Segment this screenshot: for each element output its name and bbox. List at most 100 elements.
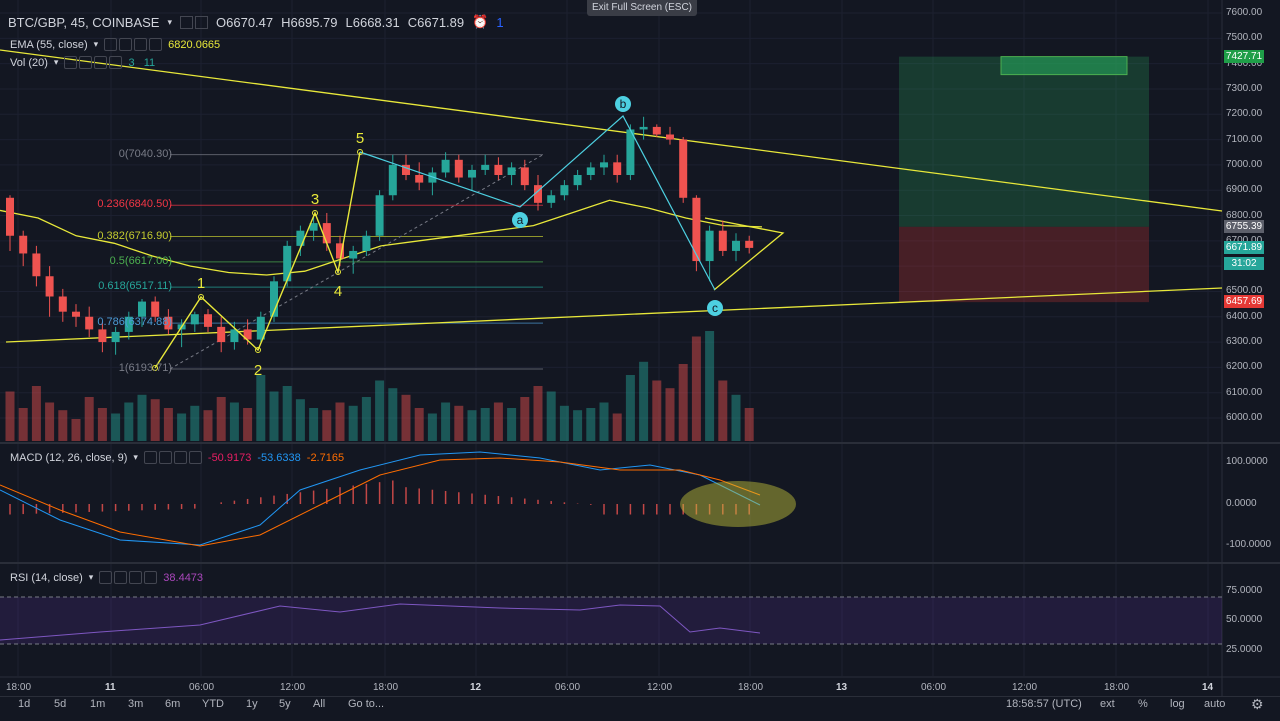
chevron-down-icon[interactable]: ▾ xyxy=(93,39,99,49)
time-tick: 06:00 xyxy=(921,682,947,693)
price-tick: 7500.00 xyxy=(1226,32,1263,44)
percent-toggle[interactable]: % xyxy=(1138,698,1148,710)
wave-label: c xyxy=(712,301,718,315)
close-icon[interactable] xyxy=(173,451,187,464)
settings-icon[interactable] xyxy=(114,571,128,584)
candle-body xyxy=(494,164,503,175)
candle-body xyxy=(745,240,754,248)
volume-bar xyxy=(691,336,701,441)
volume-bar xyxy=(559,405,569,441)
goto-button[interactable]: Go to... xyxy=(348,698,385,710)
volume-bar xyxy=(243,408,253,441)
more-icon[interactable] xyxy=(188,451,202,464)
rsi-line xyxy=(0,603,761,641)
candle-body xyxy=(441,159,450,173)
triangle-pattern xyxy=(704,217,785,291)
volume-bar xyxy=(427,413,437,441)
candle-body xyxy=(296,230,305,246)
gear-icon[interactable]: ⚙ xyxy=(1251,696,1264,712)
candle-body xyxy=(415,175,424,183)
chevron-down-icon[interactable]: ▾ xyxy=(133,452,138,462)
candle-body xyxy=(718,230,727,251)
candle-body xyxy=(217,326,226,343)
time-tick: 18:00 xyxy=(373,682,399,693)
candle-body xyxy=(98,329,107,343)
fib-level-label: 0.5(6617.00) xyxy=(109,254,172,267)
chevron-down-icon[interactable]: ▾ xyxy=(88,572,94,582)
macd-tick: 0.0000 xyxy=(1226,498,1257,509)
settings-icon[interactable] xyxy=(180,15,194,29)
price-tick: 6300.00 xyxy=(1226,336,1263,348)
alert-count: 1 xyxy=(496,14,504,30)
macd-tick: 100.0000 xyxy=(1226,456,1268,467)
eye-icon[interactable] xyxy=(143,451,157,464)
position-profit-zone xyxy=(899,56,1149,227)
ema-legend[interactable]: EMA (55, close) ▾ 6820.0665 xyxy=(10,38,220,51)
more-icon[interactable] xyxy=(109,56,123,69)
range-button-3m[interactable]: 3m xyxy=(128,698,144,710)
close-icon[interactable] xyxy=(129,571,143,584)
symbol-title[interactable]: BTC/GBP, 45, COINBASE xyxy=(8,14,160,30)
range-button-1y[interactable]: 1y xyxy=(246,698,258,710)
price-tick: 7200.00 xyxy=(1226,108,1263,120)
alarm-icon[interactable]: ⏰ xyxy=(472,14,489,29)
macd-label: MACD (12, 26, close, 9) xyxy=(10,451,128,464)
auto-toggle[interactable]: auto xyxy=(1204,698,1226,710)
vol-legend[interactable]: Vol (20) ▾ 3 11 xyxy=(10,56,155,69)
rsi-value: 38.4473 xyxy=(163,571,204,584)
range-button-5d[interactable]: 5d xyxy=(54,698,67,710)
volume-bar xyxy=(190,405,200,441)
settings-icon[interactable] xyxy=(158,451,172,464)
exit-fullscreen-button[interactable]: Exit Full Screen (ESC) xyxy=(587,0,697,16)
volume-bar xyxy=(111,413,121,441)
price-tick: 6700.00 xyxy=(1226,235,1262,246)
range-button-6m[interactable]: 6m xyxy=(165,698,181,710)
volume-bar xyxy=(203,410,213,441)
chevron-down-icon[interactable]: ▾ xyxy=(167,16,173,27)
candle-body xyxy=(138,301,146,317)
clock-display: 18:58:57 (UTC) xyxy=(1006,698,1082,710)
ext-toggle[interactable]: ext xyxy=(1100,698,1115,710)
range-button-all[interactable]: All xyxy=(313,698,326,710)
eye-icon[interactable] xyxy=(99,571,113,584)
wave-point xyxy=(312,210,318,216)
candle-body xyxy=(679,139,688,198)
rsi-legend[interactable]: RSI (14, close) ▾ 38.4473 xyxy=(10,571,203,584)
eye-icon[interactable] xyxy=(195,15,209,29)
candle-body xyxy=(705,230,714,262)
settings-icon[interactable] xyxy=(79,56,93,69)
close-icon[interactable] xyxy=(94,56,108,69)
wave-label: 4 xyxy=(334,283,342,300)
volume-bar xyxy=(520,397,530,441)
log-toggle[interactable]: log xyxy=(1170,698,1185,710)
eye-icon[interactable] xyxy=(104,38,118,51)
fib-level-label: 0.236(6840.50) xyxy=(97,198,172,211)
range-button-5y[interactable]: 5y xyxy=(279,698,291,710)
chevron-down-icon[interactable]: ▾ xyxy=(53,57,59,67)
volume-bar xyxy=(533,386,543,441)
range-button-ytd[interactable]: YTD xyxy=(202,698,224,710)
candle-body xyxy=(547,195,556,203)
macd-legend[interactable]: MACD (12, 26, close, 9) ▾ -50.9173 -53.6… xyxy=(10,451,344,464)
volume-bar xyxy=(163,408,173,441)
volume-bar xyxy=(599,402,609,441)
eye-icon[interactable] xyxy=(64,56,78,69)
price-tick: 7000.00 xyxy=(1226,158,1263,170)
settings-icon[interactable] xyxy=(119,38,133,51)
range-button-1m[interactable]: 1m xyxy=(90,698,106,710)
volume-bar xyxy=(177,413,187,441)
volume-bar xyxy=(573,410,583,441)
more-icon[interactable] xyxy=(144,571,158,584)
vol-label: Vol (20) xyxy=(10,56,48,69)
close-icon[interactable] xyxy=(134,38,148,51)
wave-badge xyxy=(707,300,723,316)
volume-bar xyxy=(546,391,556,441)
support-trendline xyxy=(5,287,1223,343)
candle-body xyxy=(283,245,292,282)
range-button-1d[interactable]: 1d xyxy=(18,698,31,710)
candle-body xyxy=(534,185,542,203)
candle-body xyxy=(428,172,437,183)
more-icon[interactable] xyxy=(149,38,163,51)
